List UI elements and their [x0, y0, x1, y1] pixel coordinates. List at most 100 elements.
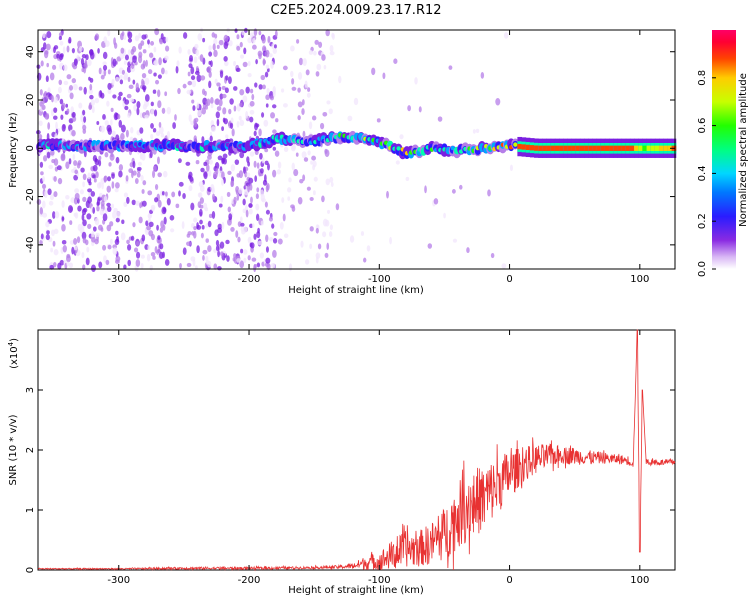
spectrogram-noise-cell [70, 106, 74, 114]
spectrogram-noise-cell [183, 32, 188, 39]
spectrogram-signal-band [554, 145, 560, 151]
spectrogram-noise-cell [259, 189, 265, 197]
spectrogram-noise-cell [188, 171, 193, 178]
spectrogram-noise-cell [240, 54, 245, 59]
spectrogram-noise-cell [38, 133, 43, 140]
spectrogram-noise-cell [245, 86, 250, 94]
spectrogram-noise-cell [206, 66, 212, 74]
spectrogram-noise-cell [39, 239, 43, 245]
spectrogram-noise-cell [154, 183, 159, 191]
spectrogram-noise-cell [227, 76, 232, 85]
spectrogram-noise-cell [182, 83, 187, 89]
spectrogram-noise-cell [235, 186, 240, 193]
spectrogram-noise-cell [147, 244, 151, 251]
spectrogram-noise-cell [41, 183, 46, 190]
spectrogram-noise-cell [58, 35, 62, 41]
spectrogram-noise-cell [52, 64, 57, 70]
spectrogram-signal-band [650, 145, 656, 151]
spectrogram-noise-cell [262, 84, 266, 90]
spectrogram-noise-cell [304, 80, 308, 88]
spectrogram-noise-cell [40, 171, 44, 176]
spectrogram-noise-cell [288, 263, 293, 272]
spectrogram-noise-cell [242, 166, 246, 174]
spectrogram-noise-cell [243, 47, 247, 55]
spectrogram-noise-cell [98, 261, 103, 269]
spectrogram-noise-cell [112, 58, 117, 67]
spectrogram-noise-cell [127, 76, 131, 82]
spectrogram-noise-cell [203, 161, 208, 167]
spectrogram-noise-cell [236, 121, 240, 128]
spectrogram-noise-cell [233, 61, 236, 66]
spectrogram-noise-cell [249, 183, 253, 191]
spectrogram-noise-cell [217, 223, 223, 230]
spectrogram-signal-band [609, 145, 614, 151]
spectrogram-noise-cell [124, 99, 130, 105]
spectrogram-noise-cell [393, 58, 398, 65]
spectrogram-noise-cell [77, 205, 82, 212]
spectrogram-noise-cell [160, 67, 165, 75]
spectrogram-noise-cell [113, 112, 119, 121]
spectrogram-x-label: Height of straight line (km) [288, 285, 424, 296]
spectrogram-signal-band [521, 144, 527, 150]
spectrogram-noise-cell [77, 160, 82, 166]
spectrogram-noise-cell [329, 176, 334, 183]
spectrogram-noise-cell [110, 107, 114, 113]
spectrogram-noise-cell [314, 39, 319, 45]
spectrogram-noise-cell [245, 111, 249, 119]
spectrogram-noise-cell [260, 220, 264, 226]
spectrogram-noise-cell [321, 54, 326, 61]
spectrogram-noise-cell [89, 94, 94, 100]
spectrogram-noise-cell [266, 183, 270, 191]
spectrogram-noise-cell [227, 170, 232, 175]
spectrogram-noise-cell [166, 130, 171, 139]
spectrogram-noise-cell [113, 42, 118, 49]
spectrogram-noise-cell [46, 62, 50, 68]
spectrogram-noise-cell [170, 228, 175, 233]
spectrogram-noise-cell [249, 151, 255, 157]
spectrogram-noise-cell [150, 133, 154, 140]
spectrogram-noise-cell [90, 99, 96, 106]
spectrogram-noise-cell [154, 197, 159, 203]
spectrogram-noise-cell [215, 239, 220, 247]
spectrogram-noise-cell [46, 95, 49, 100]
spectrogram-noise-cell [144, 114, 150, 119]
spectrogram-noise-cell [141, 234, 146, 242]
spectrogram-noise-cell [152, 255, 156, 260]
spectrogram-noise-cell [247, 184, 251, 193]
spectrogram-noise-cell [181, 221, 185, 230]
spectrogram-noise-cell [236, 194, 240, 201]
spectrogram-signal-band [659, 145, 664, 151]
spectrogram-noise-cell [242, 95, 248, 103]
spectrogram-noise-cell [152, 89, 157, 94]
spectrogram-noise-cell [287, 187, 292, 193]
spectrogram-noise-cell [331, 32, 335, 38]
spectrogram-noise-cell [175, 203, 180, 209]
spectrogram-noise-cell [197, 33, 203, 41]
spectrogram-noise-cell [96, 121, 100, 126]
spectrogram-noise-cell [59, 98, 64, 105]
spectrogram-noise-cell [196, 224, 202, 230]
spectrogram-noise-cell [265, 94, 270, 101]
spectrogram-signal-band [542, 145, 548, 151]
spectrogram-noise-cell [301, 151, 307, 159]
spectrogram-noise-cell [312, 190, 316, 196]
spectrogram-noise-cell [230, 164, 236, 172]
spectrogram-signal-band [525, 144, 531, 151]
spectrogram-noise-cell [90, 191, 96, 197]
spectrogram-noise-cell [330, 181, 334, 188]
spectrogram-noise-cell [452, 238, 458, 243]
spectrogram-noise-cell [123, 201, 128, 208]
spectrogram-noise-cell [104, 120, 109, 126]
spectrogram-noise-cell [208, 170, 212, 177]
spectrogram-noise-cell [171, 191, 176, 198]
spectrogram-noise-cell [141, 189, 145, 194]
spectrogram-noise-cell [102, 213, 108, 222]
spectrogram-noise-cell [271, 104, 277, 109]
spectrogram-noise-cell [265, 257, 271, 264]
spectrogram-noise-cell [211, 187, 215, 194]
spectrogram-noise-cell [207, 220, 212, 228]
spectrogram-noise-cell [44, 190, 48, 199]
spectrogram-noise-cell [186, 233, 191, 238]
spectrogram-noise-cell [297, 72, 303, 80]
